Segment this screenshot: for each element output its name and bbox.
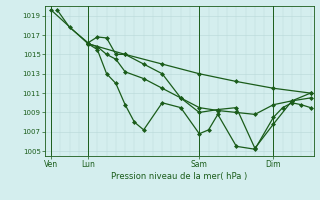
X-axis label: Pression niveau de la mer( hPa ): Pression niveau de la mer( hPa )	[111, 172, 247, 181]
